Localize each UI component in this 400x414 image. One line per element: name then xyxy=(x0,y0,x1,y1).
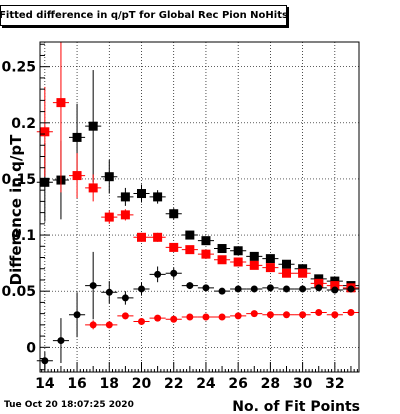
data-markers xyxy=(36,42,359,370)
data-point-circle xyxy=(138,317,145,325)
data-point-circle xyxy=(202,313,210,321)
data-point-circle xyxy=(315,309,323,317)
data-point-square xyxy=(282,259,291,269)
x-tick-label: 28 xyxy=(261,376,280,392)
data-point-square xyxy=(169,209,179,219)
data-point-circle xyxy=(266,311,274,319)
data-point-circle xyxy=(234,312,242,320)
x-tick-label: 16 xyxy=(67,376,86,392)
data-point-square xyxy=(185,230,195,240)
data-point-circle xyxy=(218,287,226,295)
data-point-square xyxy=(185,245,195,255)
data-point-circle xyxy=(170,315,178,323)
data-point-circle xyxy=(315,284,323,292)
data-point-circle xyxy=(105,288,113,296)
data-point-circle xyxy=(202,284,210,292)
data-point-square xyxy=(314,278,324,288)
timestamp: Tue Oct 20 18:07:25 2020 xyxy=(4,400,134,410)
y-tick-label: 0.25 xyxy=(1,60,36,76)
data-point-circle xyxy=(347,309,355,317)
y-tick-label: 0.15 xyxy=(1,172,36,188)
x-tick-label: 26 xyxy=(228,376,247,392)
x-tick-label: 18 xyxy=(100,376,119,392)
data-point-square xyxy=(72,132,82,142)
data-point-circle xyxy=(73,311,81,319)
y-tick-label: 0 xyxy=(26,340,36,356)
x-tick-label: 32 xyxy=(325,376,344,392)
data-point-square xyxy=(88,183,98,193)
data-point-circle xyxy=(138,285,145,293)
chart-title: Fitted difference in q/pT for Global Rec… xyxy=(0,10,288,21)
axis-ticks xyxy=(40,43,358,372)
data-point-square xyxy=(298,268,308,278)
data-point-circle xyxy=(154,314,162,322)
data-point-square xyxy=(104,212,114,222)
data-point-circle xyxy=(234,285,242,293)
data-point-circle xyxy=(347,285,355,293)
data-point-square xyxy=(201,249,211,259)
plot-frame xyxy=(39,41,360,373)
data-point-circle xyxy=(250,310,258,318)
y-tick-label: 0.2 xyxy=(11,116,36,132)
y-tick-label: 0.1 xyxy=(11,228,36,244)
data-point-circle xyxy=(105,321,113,329)
data-point-square xyxy=(330,281,340,291)
data-point-square xyxy=(153,192,163,202)
data-point-circle xyxy=(121,294,129,302)
data-point-circle xyxy=(266,284,274,292)
data-point-circle xyxy=(89,321,97,329)
data-point-square xyxy=(88,121,98,131)
data-point-square xyxy=(249,251,259,261)
data-point-circle xyxy=(154,270,162,278)
x-tick-label: 14 xyxy=(35,376,55,392)
data-point-square xyxy=(40,177,50,187)
data-point-square xyxy=(137,232,146,242)
data-point-circle xyxy=(89,282,97,290)
data-point-circle xyxy=(331,286,339,294)
data-point-square xyxy=(56,98,66,108)
data-point-circle xyxy=(186,282,194,290)
data-point-circle xyxy=(170,269,178,277)
y-axis-label: Difference in q/pT xyxy=(7,134,25,285)
data-point-square xyxy=(233,246,243,256)
x-axis-label: No. of Fit Points xyxy=(232,399,360,414)
data-point-square xyxy=(265,254,275,264)
data-point-square xyxy=(282,268,291,278)
data-point-circle xyxy=(299,285,307,293)
data-point-square xyxy=(104,172,114,182)
data-point-square xyxy=(217,255,227,265)
data-point-circle xyxy=(57,337,65,345)
data-point-square xyxy=(169,242,179,252)
x-tick-label: 20 xyxy=(132,376,152,392)
data-point-circle xyxy=(250,285,258,293)
x-tick-label: 24 xyxy=(196,376,216,392)
x-tick-label: 22 xyxy=(164,376,183,392)
data-point-square xyxy=(120,210,130,220)
data-point-square xyxy=(137,189,146,199)
data-point-circle xyxy=(218,313,226,321)
data-point-square xyxy=(233,257,243,267)
data-point-square xyxy=(153,232,163,242)
data-point-square xyxy=(40,127,50,137)
data-point-circle xyxy=(186,313,194,321)
grid-lines xyxy=(40,42,359,372)
data-point-square xyxy=(120,192,130,202)
title-box: Fitted difference in q/pT for Global Rec… xyxy=(0,5,288,26)
data-point-square xyxy=(265,263,275,273)
data-point-circle xyxy=(283,285,290,293)
data-point-circle xyxy=(331,311,339,319)
data-point-square xyxy=(72,171,82,181)
data-point-circle xyxy=(299,311,307,319)
tick-labels: 14 16 18 20 22 24 26 28 30 32 0 0.05 0.1 0.15 0.2 0.25 xyxy=(1,60,344,392)
data-point-circle xyxy=(283,311,290,319)
data-point-square xyxy=(217,244,227,254)
x-tick-label: 30 xyxy=(293,376,313,392)
y-tick-label: 0.05 xyxy=(1,284,36,300)
data-point-square xyxy=(249,260,259,270)
data-point-square xyxy=(201,236,211,246)
data-point-circle xyxy=(121,312,129,320)
